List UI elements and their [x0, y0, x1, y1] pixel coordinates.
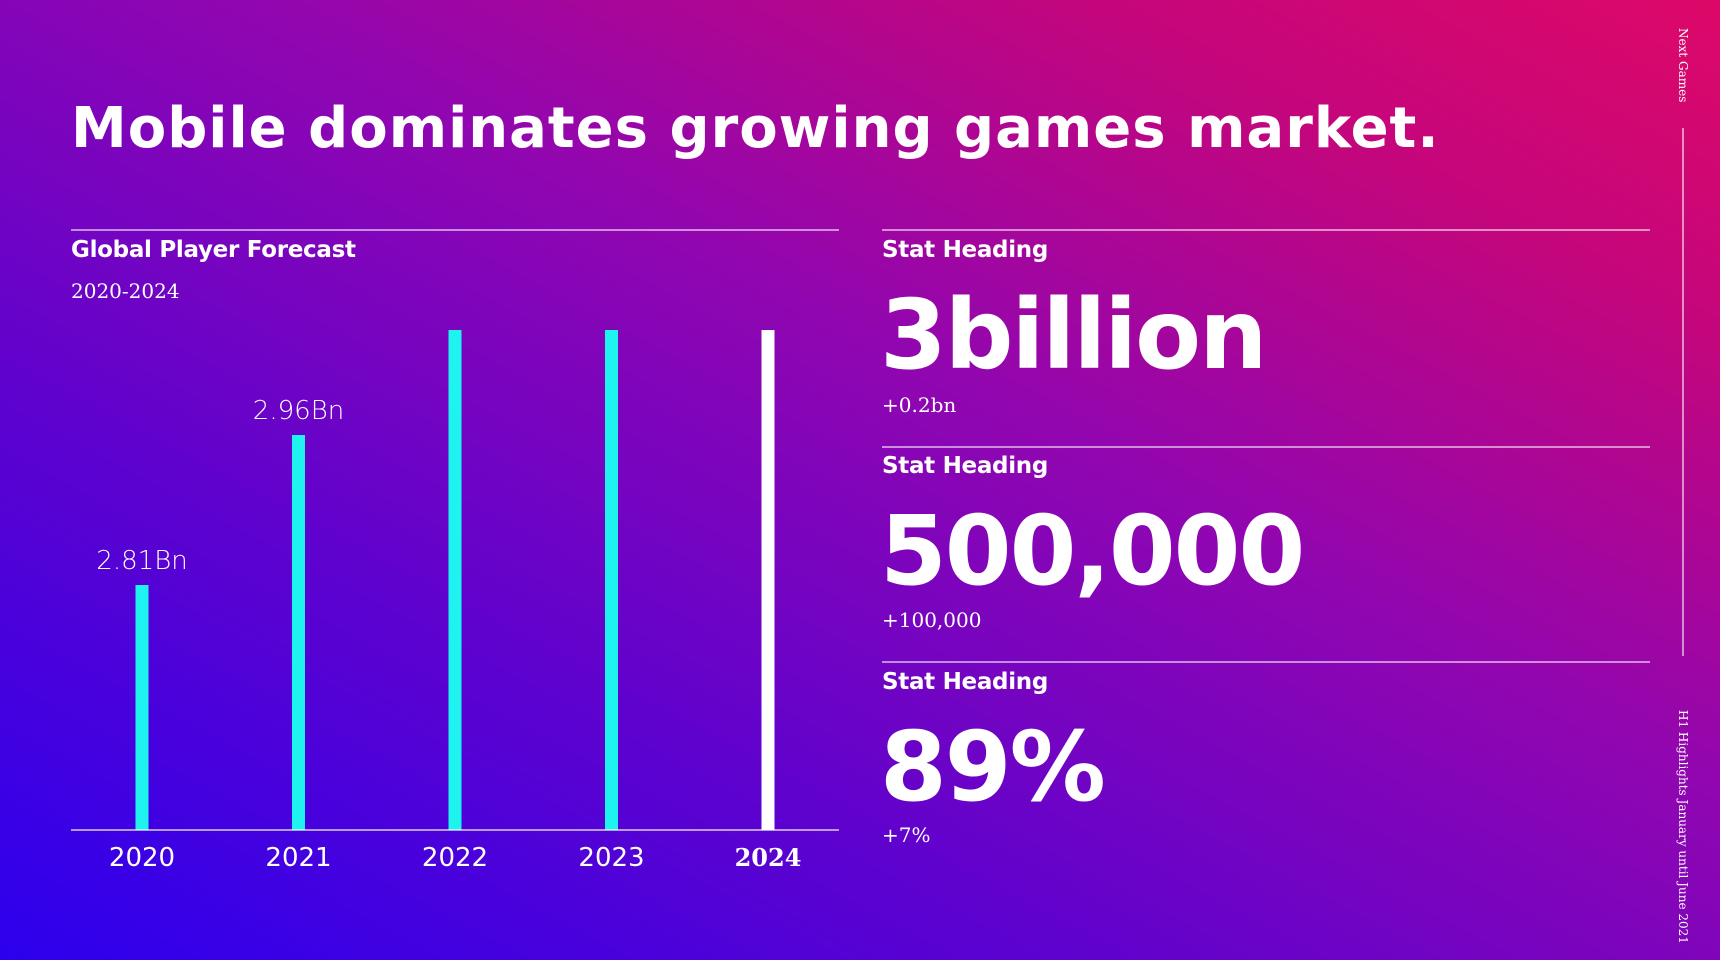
bar-2024: [761, 330, 775, 830]
stat-1-rule: [882, 229, 1650, 231]
bar-2023: [605, 330, 618, 830]
stat-1-heading: Stat Heading: [882, 237, 1049, 263]
stat-3-change: +7%: [882, 823, 931, 847]
stat-1-value: 3billion: [880, 279, 1267, 391]
slide-title: Mobile dominates growing games market.: [71, 96, 1440, 161]
stat-2-heading: Stat Heading: [882, 453, 1049, 479]
stat-2-value: 500,000: [880, 495, 1305, 607]
x-tick-label-2023: 2023: [578, 843, 644, 873]
player-forecast-chart: 2.81Bn20202.96Bn20213.09Bn20223.22Bn2023…: [71, 330, 839, 873]
x-tick-label-2021: 2021: [265, 843, 331, 873]
side-divider-line: [1682, 128, 1684, 656]
x-tick-label-2024: 2024: [735, 843, 802, 872]
stat-2-change: +100,000: [882, 608, 982, 632]
chart-top-rule: [71, 229, 839, 231]
x-tick-label-2022: 2022: [422, 843, 488, 873]
bar-2021: [292, 435, 305, 830]
chart-subheading: 2020-2024: [71, 279, 180, 303]
side-label-bottom: H1 Highlights January until June 2021: [1676, 710, 1690, 944]
data-label-2021: 2.96Bn: [253, 396, 344, 426]
bar-2020: [135, 585, 149, 830]
x-tick-label-2020: 2020: [109, 843, 175, 873]
stat-3-heading: Stat Heading: [882, 669, 1049, 695]
stat-2-rule: [882, 446, 1650, 448]
chart-heading: Global Player Forecast: [71, 237, 356, 263]
side-label-top: Next Games: [1676, 28, 1690, 103]
bar-2022: [448, 330, 462, 830]
stat-3-rule: [882, 661, 1650, 663]
stat-1-change: +0.2bn: [882, 393, 957, 417]
stat-3-value: 89%: [880, 711, 1106, 823]
data-label-2020: 2.81Bn: [96, 546, 187, 576]
